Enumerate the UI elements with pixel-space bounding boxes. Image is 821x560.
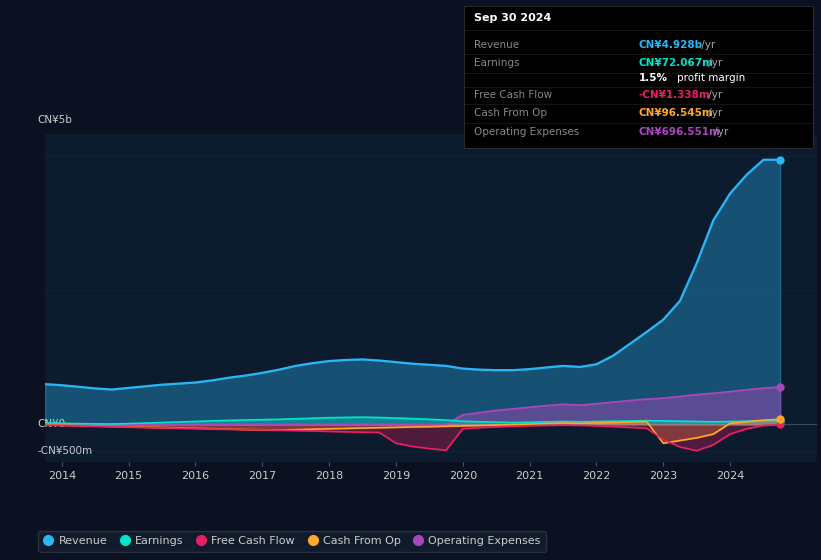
Text: /yr: /yr — [704, 109, 722, 118]
Text: CN¥4.928b: CN¥4.928b — [639, 40, 703, 50]
Text: Revenue: Revenue — [475, 40, 520, 50]
Text: profit margin: profit margin — [677, 73, 745, 83]
Text: /yr: /yr — [711, 127, 728, 137]
Text: /yr: /yr — [698, 40, 715, 50]
Text: CN¥5b: CN¥5b — [38, 115, 72, 124]
Text: Free Cash Flow: Free Cash Flow — [475, 90, 553, 100]
Text: CN¥96.545m: CN¥96.545m — [639, 109, 713, 118]
Text: Sep 30 2024: Sep 30 2024 — [475, 13, 552, 23]
Text: CN¥696.551m: CN¥696.551m — [639, 127, 720, 137]
Text: -CN¥500m: -CN¥500m — [38, 446, 93, 456]
Text: /yr: /yr — [704, 58, 722, 68]
Text: Earnings: Earnings — [475, 58, 520, 68]
Legend: Revenue, Earnings, Free Cash Flow, Cash From Op, Operating Expenses: Revenue, Earnings, Free Cash Flow, Cash … — [39, 530, 546, 552]
Text: 1.5%: 1.5% — [639, 73, 667, 83]
Text: CN¥72.067m: CN¥72.067m — [639, 58, 713, 68]
Text: -CN¥1.338m: -CN¥1.338m — [639, 90, 710, 100]
Text: /yr: /yr — [704, 90, 722, 100]
Text: Cash From Op: Cash From Op — [475, 109, 548, 118]
Text: Operating Expenses: Operating Expenses — [475, 127, 580, 137]
Text: CN¥0: CN¥0 — [38, 419, 66, 430]
